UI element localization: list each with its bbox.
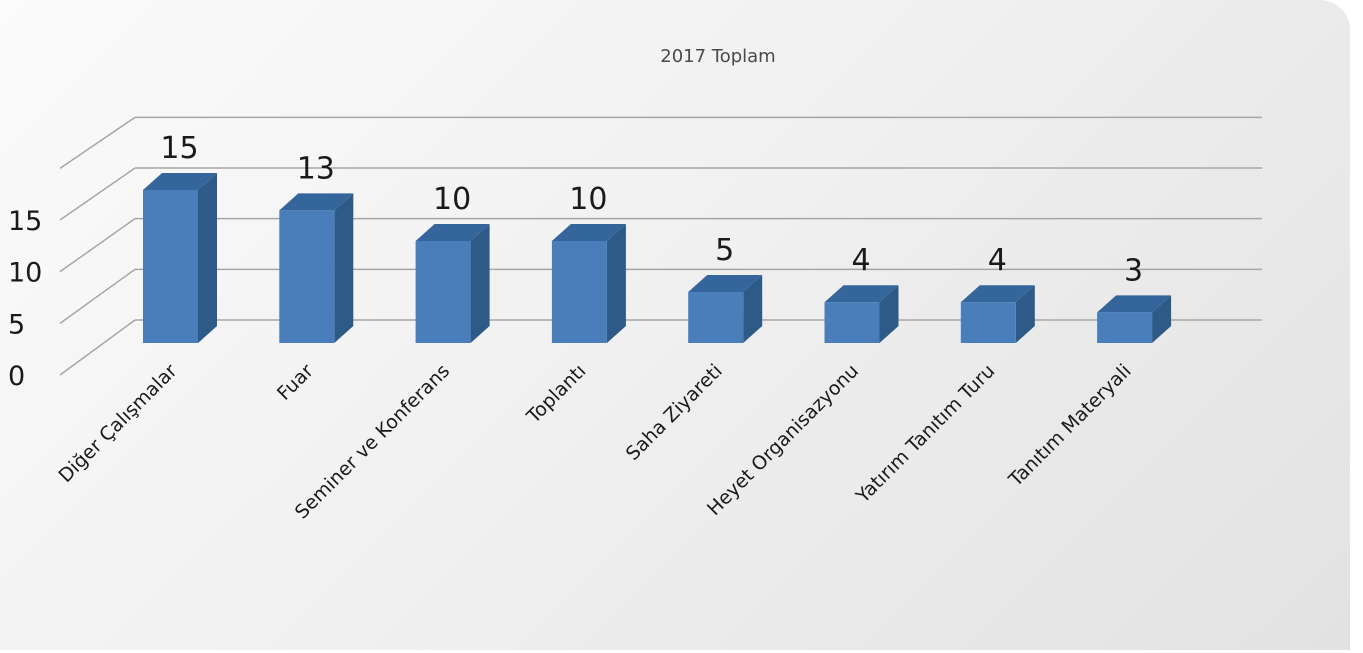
- x-tick-label: Diğer Çalışmalar: [54, 360, 181, 487]
- bar: [1097, 295, 1172, 343]
- y-tick-label: 10: [8, 258, 42, 289]
- data-label: 10: [433, 182, 471, 217]
- bar: [824, 285, 899, 343]
- x-tick-label: Seminer ve Konferans: [291, 360, 454, 523]
- bar-top: [1097, 295, 1172, 313]
- data-label: 3: [1124, 253, 1143, 288]
- bar-front: [824, 302, 880, 343]
- y-tick-label: 15: [8, 206, 42, 237]
- data-label: 10: [569, 182, 607, 217]
- x-tick-label: Yatırım Tanıtım Turu: [851, 360, 999, 508]
- chart-title: 2017 Toplam: [660, 46, 775, 67]
- bar-top: [143, 173, 217, 190]
- bar: [960, 285, 1035, 343]
- bar-front: [1097, 312, 1153, 343]
- bar-front: [960, 302, 1016, 343]
- data-label: 4: [851, 243, 870, 278]
- gridline-depth: [59, 268, 136, 324]
- bar-side: [198, 173, 217, 343]
- bar-side: [743, 275, 763, 343]
- bar-top: [415, 224, 490, 241]
- bar-front: [415, 241, 471, 343]
- bar-side: [1152, 295, 1172, 343]
- x-tick-label: Saha Ziyareti: [622, 360, 727, 465]
- bar-top: [960, 285, 1035, 303]
- gridline-depth: [59, 218, 136, 273]
- data-label: 15: [160, 131, 198, 166]
- x-tick-label: Toplantı: [522, 360, 590, 428]
- gridline-depth: [59, 116, 136, 169]
- bar-top: [279, 193, 354, 211]
- bar: [279, 193, 354, 343]
- gridline-depth: [59, 167, 136, 221]
- bar: [143, 173, 217, 343]
- bar-front: [279, 210, 335, 343]
- bar-side: [334, 193, 354, 343]
- data-label: 13: [297, 151, 335, 186]
- data-label: 5: [715, 233, 734, 268]
- gridline-depth: [59, 319, 136, 376]
- data-label: 4: [988, 243, 1007, 278]
- bar: [551, 224, 626, 343]
- bar-side: [606, 224, 626, 343]
- bar-top: [551, 224, 626, 241]
- bar-side: [1015, 285, 1035, 343]
- x-tick-label: Fuar: [273, 360, 318, 405]
- x-tick-label: Tanıtım Materyali: [1004, 360, 1136, 492]
- bar-side: [879, 285, 899, 343]
- bar-top: [824, 285, 899, 303]
- bar: [688, 275, 763, 343]
- bar-side: [470, 224, 490, 343]
- bar-top: [688, 275, 763, 292]
- bar-front: [688, 292, 744, 343]
- y-tick-label: 0: [8, 361, 25, 392]
- bar-front: [551, 241, 607, 343]
- bar: [415, 224, 490, 343]
- x-tick-label: Heyet Organisazyonu: [703, 360, 863, 520]
- y-tick-label: 5: [8, 309, 25, 340]
- bar-front: [143, 190, 198, 343]
